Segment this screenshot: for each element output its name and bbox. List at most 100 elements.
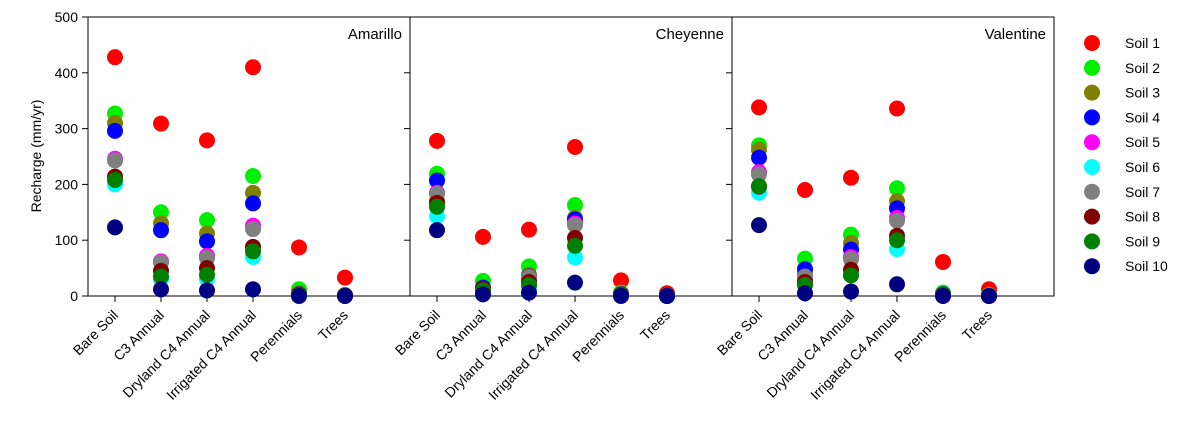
legend-marker-soil-1 [1084,35,1100,51]
data-point-soil-10 [199,282,215,299]
data-point-soil-10 [107,219,123,236]
legend-marker-soil-4 [1084,109,1100,126]
data-point-soil-7 [245,221,261,238]
data-point-soil-2 [567,197,583,214]
y-tick-label: 300 [55,121,79,137]
data-point-soil-2 [153,204,169,221]
legend-label: Soil 9 [1125,233,1160,249]
data-point-soil-9 [429,198,445,215]
legend-label: Soil 4 [1125,109,1160,125]
data-point-soil-9 [843,267,859,284]
y-tick-label: 100 [55,232,79,248]
legend-marker-soil-5 [1084,134,1100,151]
data-point-soil-4 [107,122,123,139]
data-point-soil-9 [153,268,169,285]
legend-label: Soil 1 [1125,35,1160,51]
data-point-soil-10 [843,283,859,300]
data-point-soil-7 [889,212,905,229]
x-tick-label: Trees [959,307,995,343]
data-point-soil-9 [567,237,583,254]
y-tick-label: 0 [70,288,78,304]
data-point-soil-1 [429,132,445,149]
legend-marker-soil-10 [1084,258,1100,275]
data-point-soil-9 [199,266,215,283]
x-tick-label: Trees [637,307,673,343]
panel-title: Amarillo [348,26,402,43]
data-point-soil-1 [613,272,629,289]
panel-title: Valentine [985,26,1046,43]
legend-label: Soil 8 [1125,209,1160,225]
data-point-soil-7 [751,166,767,183]
data-point-soil-4 [245,195,261,212]
data-point-soil-10 [245,281,261,298]
data-point-soil-1 [521,221,537,238]
x-tick-label: Dryland C4 Annual [441,307,535,401]
data-point-soil-4 [153,222,169,239]
y-tick-label: 400 [55,65,79,81]
x-tick-label: Dryland C4 Annual [763,307,857,401]
data-point-soil-7 [107,152,123,169]
data-point-soil-9 [245,243,261,260]
data-point-soil-10 [613,288,629,304]
data-point-soil-10 [153,281,169,298]
legend-marker-soil-9 [1084,233,1100,250]
data-point-soil-1 [889,100,905,117]
data-point-soil-1 [199,132,215,149]
data-point-soil-4 [199,233,215,250]
legend-label: Soil 2 [1125,60,1160,76]
data-point-soil-4 [751,149,767,166]
legend-label: Soil 7 [1125,184,1160,200]
x-tick-label: Irrigated C4 Annual [163,307,259,403]
data-point-soil-10 [429,222,445,239]
data-point-soil-9 [107,171,123,188]
legend-label: Soil 6 [1125,159,1160,175]
data-point-soil-4 [429,172,445,189]
legend-label: Soil 3 [1125,85,1160,101]
data-point-soil-1 [567,139,583,156]
legend-marker-soil-2 [1084,59,1100,76]
x-tick-label: Trees [315,307,351,343]
legend-marker-soil-6 [1084,159,1100,175]
x-tick-label: Dryland C4 Annual [119,307,213,401]
panel-title: Cheyenne [656,26,724,43]
data-point-soil-1 [153,115,169,132]
data-point-soil-10 [797,285,813,302]
y-tick-label: 500 [55,9,79,25]
data-point-soil-10 [889,276,905,293]
data-point-soil-9 [889,232,905,249]
data-point-soil-10 [935,288,951,304]
data-point-soil-10 [521,284,537,301]
legend: Soil 1 Soil 2 Soil 3 Soil 4 Soil 5 Soil 6 Soil… [1084,35,1168,275]
legend-label: Soil 10 [1125,258,1168,274]
legend-marker-soil-3 [1084,84,1100,101]
data-point-soil-7 [567,217,583,234]
data-point-soil-10 [291,288,307,304]
data-point-soil-1 [751,99,767,116]
data-point-soil-1 [797,181,813,198]
y-tick-label: 200 [55,176,79,192]
data-point-soil-10 [659,288,675,304]
data-point-soil-1 [337,269,353,286]
x-tick-label: Irrigated C4 Annual [485,307,581,403]
data-point-soil-1 [245,59,261,76]
data-point-soil-2 [245,168,261,185]
data-point-soil-10 [981,288,997,304]
data-point-soil-1 [107,49,123,66]
data-point-soil-10 [567,274,583,291]
data-point-soil-2 [889,180,905,197]
data-point-soil-10 [751,217,767,234]
plot-frame [731,16,1055,297]
y-axis-label: Recharge (mm/yr) [28,100,44,213]
data-point-soil-1 [935,253,951,270]
legend-marker-soil-8 [1084,208,1100,225]
data-point-soil-2 [199,212,215,229]
data-point-soil-6 [567,249,583,266]
data-point-soil-9 [751,178,767,195]
data-point-soil-1 [291,239,307,256]
x-tick-label: Irrigated C4 Annual [807,307,903,403]
legend-label: Soil 5 [1125,134,1160,150]
